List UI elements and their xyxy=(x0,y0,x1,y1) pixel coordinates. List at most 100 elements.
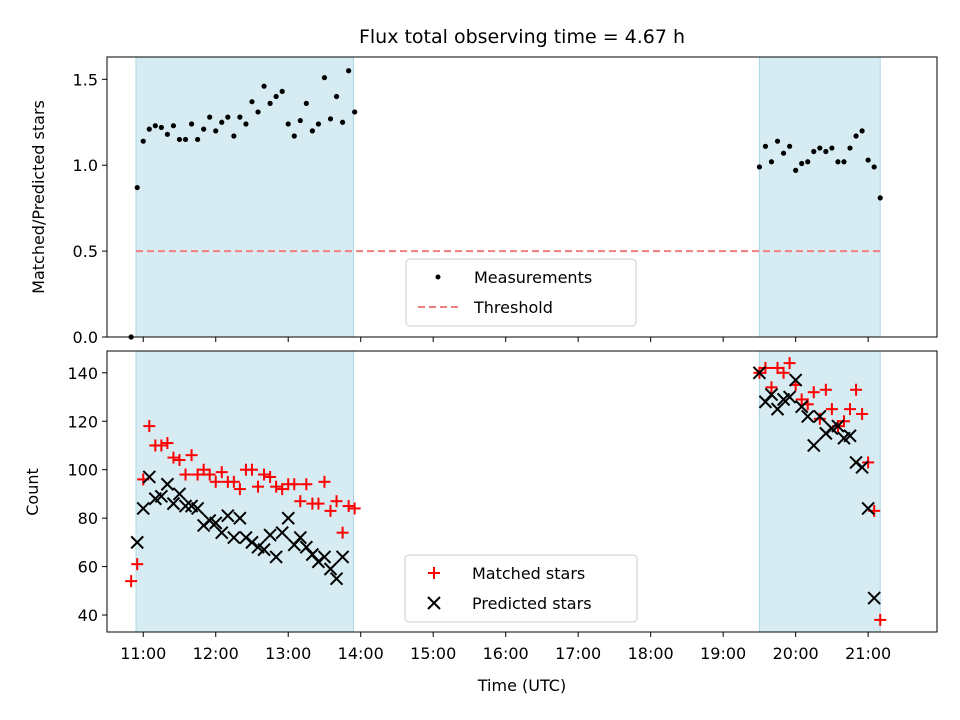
legend-measurements-label: Measurements xyxy=(474,268,592,287)
measurement-point-27 xyxy=(291,133,297,139)
predicted-star-stroke-b-38 xyxy=(770,402,785,416)
matched-star-point-15 xyxy=(215,466,228,479)
measurement-point-22 xyxy=(261,83,267,89)
matched-star-point-45 xyxy=(795,393,808,406)
measurement-point-58 xyxy=(877,195,883,201)
predicted-star-point-16 xyxy=(227,530,241,545)
matched-star-point-32 xyxy=(318,475,331,488)
x-tick-label-0: 11:00 xyxy=(120,644,166,663)
measurement-point-13 xyxy=(207,114,213,120)
measurement-point-28 xyxy=(297,117,303,124)
matched-star-point-22 xyxy=(258,468,271,481)
matched-star-point-40 xyxy=(765,381,778,394)
x-tick-label-2: 13:00 xyxy=(265,644,311,663)
matched-star-point-53 xyxy=(844,403,857,416)
predicted-star-stroke-b-25 xyxy=(281,511,295,525)
matched-star-point-34 xyxy=(330,495,343,508)
legend-matched-marker xyxy=(428,567,440,579)
measurement-point-44 xyxy=(793,167,799,173)
predicted-star-stroke-b-7 xyxy=(172,487,187,501)
matched-star-point-48 xyxy=(813,412,826,425)
top-y-axis-label: Matched/Predicted stars xyxy=(29,100,48,294)
predicted-star-point-1 xyxy=(136,501,150,516)
x-tick-label-3: 14:00 xyxy=(338,644,384,663)
measurement-point-49 xyxy=(823,148,829,155)
ratio-series xyxy=(128,68,883,340)
measurement-point-51 xyxy=(835,159,841,165)
predicted-star-point-52 xyxy=(855,460,869,474)
measurement-point-33 xyxy=(327,116,334,122)
matched-star-point-0 xyxy=(125,575,138,588)
predicted-star-point-43 xyxy=(801,409,815,424)
matched-star-point-31 xyxy=(312,497,325,510)
measurement-point-40 xyxy=(768,159,775,165)
y-tick-label-1-0: 40 xyxy=(78,606,98,625)
measurement-point-17 xyxy=(231,133,237,139)
predicted-star-stroke-b-16 xyxy=(227,530,241,545)
predicted-star-stroke-b-17 xyxy=(233,511,247,525)
matched-star-point-25 xyxy=(276,483,289,496)
predicted-star-point-48 xyxy=(831,419,845,433)
y-tick-label-1-2: 80 xyxy=(78,509,98,528)
measurement-point-19 xyxy=(243,121,249,127)
matched-star-point-35 xyxy=(336,526,349,539)
observing-intervals-bottom xyxy=(135,350,881,633)
top-legend-box xyxy=(405,258,637,327)
predicted-star-point-38 xyxy=(770,402,785,416)
predicted-star-stroke-b-20 xyxy=(251,540,265,554)
measurement-point-48 xyxy=(817,145,823,151)
measurement-point-11 xyxy=(195,136,201,143)
predicted-star-point-23 xyxy=(269,550,283,564)
predicted-star-point-27 xyxy=(293,530,308,545)
matched-star-point-5 xyxy=(155,439,168,452)
measurement-point-50 xyxy=(829,145,835,151)
y-tick-label-0-0: 0.0 xyxy=(73,328,98,347)
predicted-star-point-50 xyxy=(843,429,857,443)
predicted-star-point-44 xyxy=(807,438,821,453)
predicted-star-stroke-b-5 xyxy=(160,477,175,491)
measurement-point-57 xyxy=(871,164,877,170)
measurement-point-36 xyxy=(346,68,352,74)
predicted-star-point-14 xyxy=(215,525,229,540)
measurement-point-1 xyxy=(134,184,140,191)
measurement-point-52 xyxy=(841,159,847,165)
measurement-point-2 xyxy=(140,138,146,144)
matched-star-point-13 xyxy=(203,468,216,481)
predicted-star-stroke-b-12 xyxy=(202,513,217,528)
predicted-star-point-15 xyxy=(221,509,235,523)
x-tick-label-1: 12:00 xyxy=(193,644,239,663)
measurement-point-55 xyxy=(859,128,865,134)
bottom-y-ticks: 40 60 80 100 120 140 xyxy=(67,364,107,625)
matched-star-point-37 xyxy=(348,502,361,515)
measurement-point-39 xyxy=(762,143,769,149)
predicted-star-stroke-b-44 xyxy=(807,438,821,453)
bottom-panel: 40 60 80 100 120 140 11:00 12:00 13:00 14:00 15:0… xyxy=(23,350,938,695)
predicted-star-stroke-b-24 xyxy=(275,525,289,540)
predicted-star-point-22 xyxy=(263,528,277,542)
figure-title: Flux total observing time = 4.67 h xyxy=(359,26,685,48)
predicted-star-point-45 xyxy=(813,409,827,424)
predicted-star-point-37 xyxy=(764,387,779,402)
measurement-point-6 xyxy=(164,131,171,137)
top-axes-frame xyxy=(106,56,938,338)
predicted-star-point-32 xyxy=(323,562,338,576)
predicted-star-point-42 xyxy=(794,400,809,414)
x-tick-label-8: 19:00 xyxy=(700,644,746,663)
predicted-star-point-6 xyxy=(166,496,181,511)
matched-star-point-20 xyxy=(245,463,258,476)
bottom-legend-box xyxy=(404,554,638,623)
predicted-star-stroke-b-54 xyxy=(867,591,881,605)
bottom-y-axis-label: Count xyxy=(23,468,42,516)
predicted-star-stroke-b-48 xyxy=(831,419,845,433)
predicted-star-point-34 xyxy=(335,550,350,564)
top-panel: 0.0 0.5 1.0 1.5 Matched/Predicted stars Mea… xyxy=(29,56,938,347)
predicted-star-stroke-b-14 xyxy=(215,525,229,540)
predicted-star-point-25 xyxy=(281,511,295,525)
predicted-star-stroke-b-37 xyxy=(764,387,779,402)
predicted-star-point-35 xyxy=(752,366,767,380)
bottom-x-ticks: 11:00 12:00 13:00 14:00 15:00 16:00 17:00 18:00… xyxy=(120,632,891,663)
measurement-point-38 xyxy=(756,164,763,170)
measurement-point-37 xyxy=(352,109,358,115)
measurement-point-3 xyxy=(146,126,152,132)
measurement-point-18 xyxy=(237,114,243,120)
